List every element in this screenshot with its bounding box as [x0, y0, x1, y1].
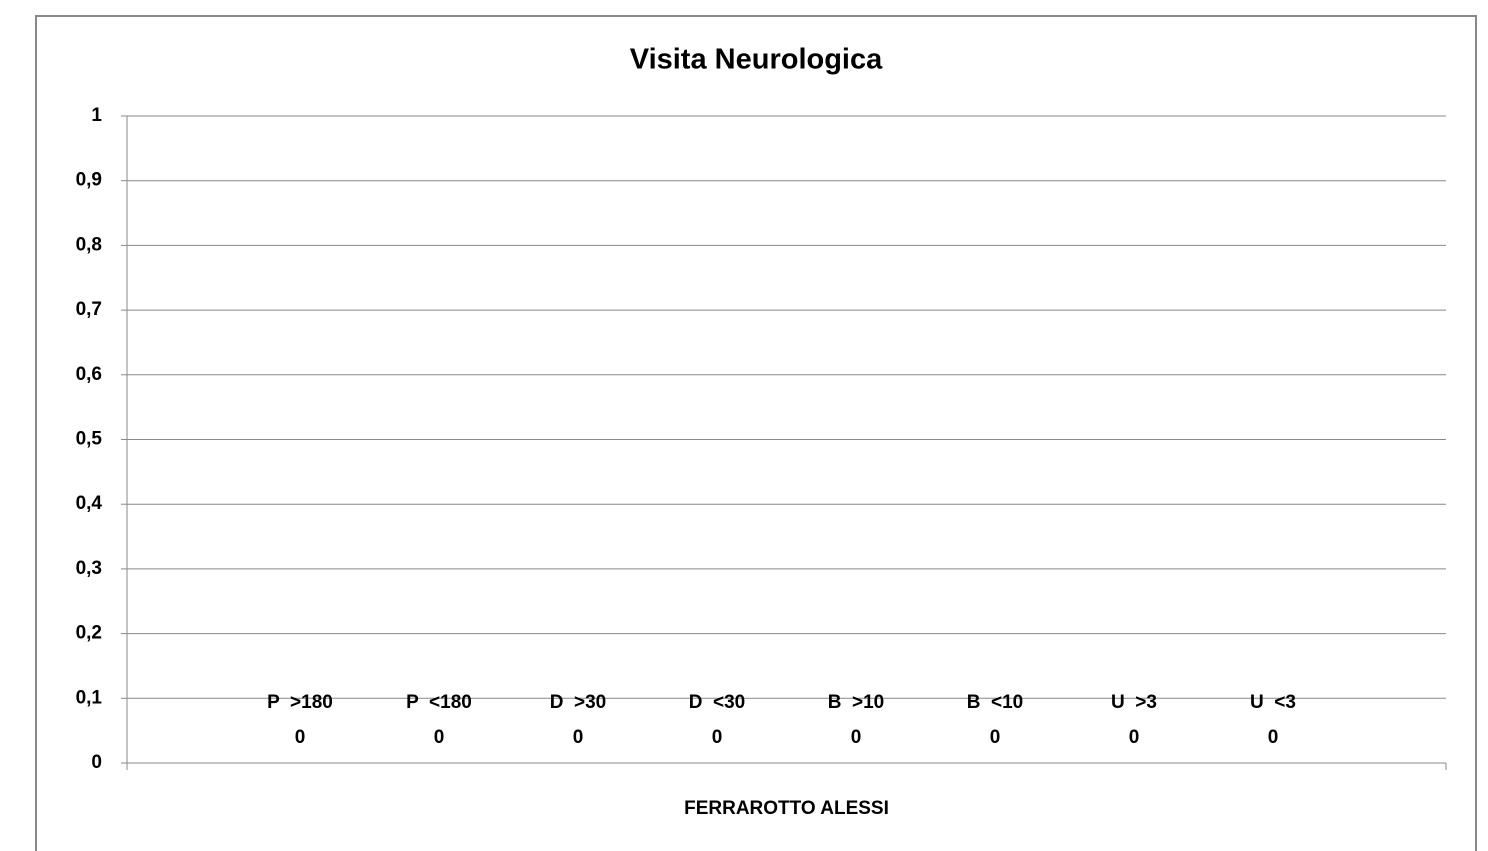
- y-tick-label: 0,2: [76, 623, 102, 644]
- y-tick-label: 0,8: [76, 234, 102, 255]
- data-label: 0: [990, 727, 1001, 748]
- data-label-name: B <10: [967, 692, 1024, 713]
- data-label: 0: [295, 727, 306, 748]
- data-label-name: U >3: [1111, 692, 1157, 713]
- y-tick-label: 0,3: [76, 558, 102, 579]
- y-tick-label: 0,6: [76, 364, 102, 385]
- data-label: 0: [712, 727, 723, 748]
- data-label: 0: [1268, 727, 1279, 748]
- y-tick-label: 0,4: [76, 493, 103, 514]
- y-tick-label: 1: [91, 105, 102, 126]
- y-tick-label: 0: [91, 752, 102, 773]
- y-tick-label: 0,5: [76, 429, 103, 450]
- chart-border: [35, 15, 1477, 851]
- data-label-name: P >180: [267, 692, 333, 713]
- chart-title: Visita Neurologica: [630, 44, 883, 76]
- y-tick-label: 0,9: [76, 170, 102, 191]
- data-label: 0: [573, 727, 584, 748]
- data-label-name: U <3: [1250, 692, 1296, 713]
- data-label-name: B >10: [828, 692, 885, 713]
- data-label: 0: [434, 727, 445, 748]
- x-tick-label: FERRAROTTO ALESSI: [684, 798, 889, 819]
- data-label-name: D <30: [689, 692, 746, 713]
- y-tick-label: 0,1: [76, 687, 103, 708]
- y-tick-label: 0,7: [76, 299, 102, 320]
- data-label-name: D >30: [550, 692, 607, 713]
- data-label-name: P <180: [406, 692, 472, 713]
- data-label: 0: [1129, 727, 1140, 748]
- data-label: 0: [851, 727, 862, 748]
